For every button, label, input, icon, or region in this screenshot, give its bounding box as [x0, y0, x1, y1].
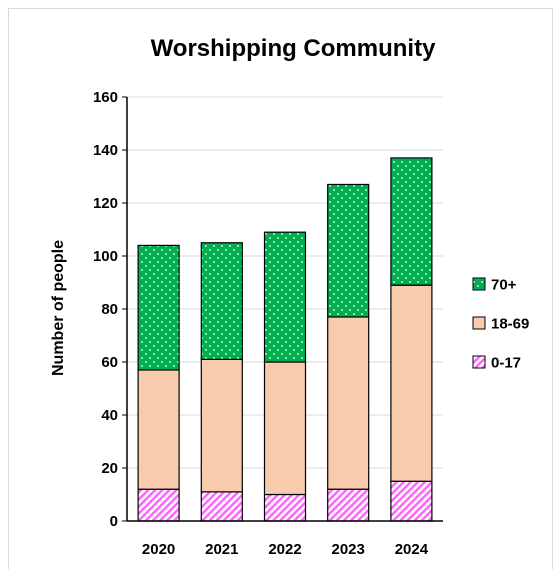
chart-title: Worshipping Community [151, 35, 437, 62]
bar-segment-18-69-2020 [137, 369, 180, 490]
legend-swatch-70+ [472, 277, 486, 291]
bar-segment-70+-2020 [137, 244, 180, 371]
legend-swatch-0-17 [472, 355, 486, 369]
legend-label-18-69: 18-69 [491, 316, 529, 333]
bar-segment-70+-2024 [390, 157, 433, 286]
bar-segment-18-69-2024 [390, 284, 433, 482]
bar-segment-70+-2022 [263, 231, 307, 363]
y-tick-label: 100 [93, 248, 118, 265]
y-tick-label: 140 [93, 142, 118, 159]
y-tick-label: 80 [101, 301, 118, 318]
y-tick-label: 120 [93, 195, 118, 212]
y-axis-label: Number of people [50, 240, 67, 376]
y-tick-label: 60 [101, 354, 118, 371]
bar-segment-0-17-2022 [263, 493, 307, 522]
x-tick-label: 2021 [205, 541, 238, 558]
bar-segment-18-69-2023 [327, 316, 370, 490]
x-tick-label: 2020 [142, 541, 175, 558]
bar-segment-0-17-2024 [390, 480, 433, 522]
bar-segment-0-17-2023 [327, 488, 370, 522]
bar-segment-70+-2023 [327, 183, 370, 318]
bar-segment-0-17-2021 [200, 491, 243, 522]
bar-segment-0-17-2020 [137, 488, 180, 522]
bar-segment-18-69-2022 [263, 361, 307, 496]
x-tick-label: 2023 [332, 541, 365, 558]
legend-label-0-17: 0-17 [491, 355, 521, 372]
legend-label-70+: 70+ [491, 277, 517, 294]
x-tick-label: 2022 [268, 541, 301, 558]
x-tick-label: 2024 [395, 541, 429, 558]
y-tick-label: 160 [93, 89, 118, 106]
bar-segment-18-69-2021 [200, 358, 243, 493]
legend-swatch-18-69 [472, 316, 486, 330]
y-tick-label: 20 [101, 460, 118, 477]
y-tick-label: 40 [101, 407, 118, 424]
y-tick-label: 0 [110, 513, 118, 530]
bar-segment-70+-2021 [200, 242, 243, 360]
